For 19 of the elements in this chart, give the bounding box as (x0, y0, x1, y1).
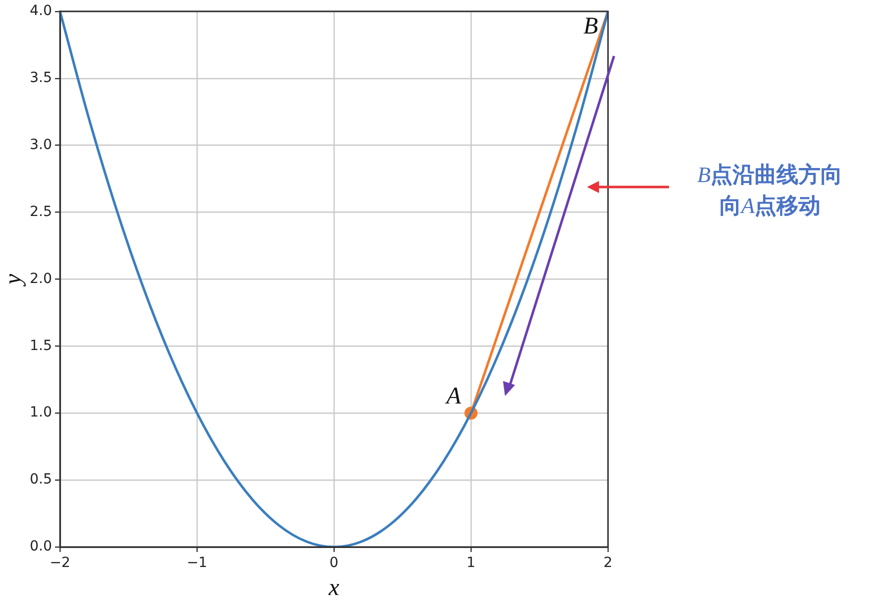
text: B点沿曲线方向向A点移动 (697, 162, 843, 219)
y-tick-label: 1.0 (30, 404, 52, 421)
y-tick-label: 0.0 (30, 538, 52, 555)
y-tick-label: 2.0 (30, 270, 52, 287)
y-tick-label: 3.0 (30, 136, 52, 153)
y-tick-label: 1.5 (30, 338, 52, 354)
annotation: A (444, 383, 462, 410)
x-tick-label: 2 (604, 555, 612, 572)
x-axis-title: x (328, 574, 340, 601)
x-tick-label: −1 (186, 555, 208, 572)
y-tick-label: 4.0 (30, 3, 52, 20)
x-tick-label: −2 (50, 555, 70, 572)
y-tick-label: 0.5 (30, 472, 52, 488)
annotation: B (583, 14, 598, 40)
y-tick-label: 3.5 (30, 70, 52, 86)
y-tick-label: 2.5 (30, 204, 52, 220)
y-axis-title: y (0, 274, 27, 287)
x-tick-label: 1 (466, 555, 476, 572)
x-tick-label: 0 (330, 555, 338, 572)
